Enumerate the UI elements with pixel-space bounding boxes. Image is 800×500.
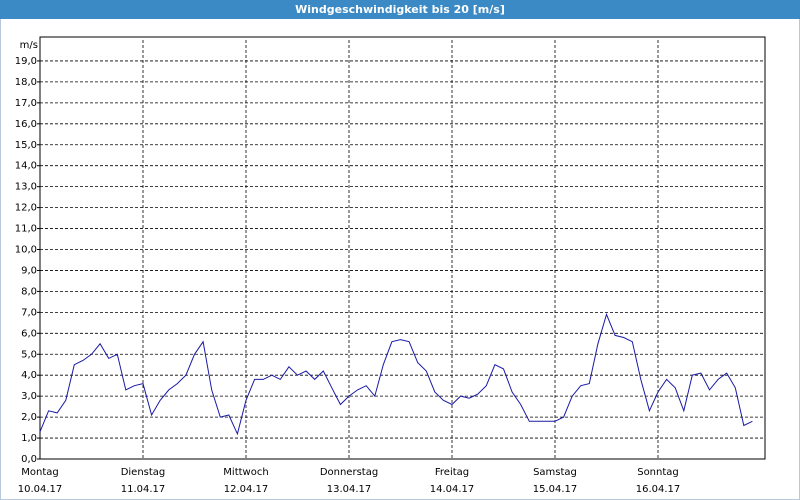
y-tick-label: 15,0 bbox=[15, 140, 37, 151]
y-tick-label: 10,0 bbox=[15, 245, 37, 256]
x-date-label: 11.04.17 bbox=[121, 484, 166, 495]
x-date-label: 15.04.17 bbox=[533, 484, 578, 495]
x-tick-label: Montag bbox=[21, 467, 58, 478]
x-tick-label: Dienstag bbox=[121, 467, 166, 478]
y-tick-label: 13,0 bbox=[15, 182, 37, 193]
x-tick-label: Freitag bbox=[435, 467, 469, 478]
y-tick-label: 11,0 bbox=[15, 224, 37, 235]
x-date-label: 13.04.17 bbox=[327, 484, 372, 495]
y-tick-label: 19,0 bbox=[15, 56, 37, 67]
x-date-label: 14.04.17 bbox=[430, 484, 475, 495]
y-tick-label: 9,0 bbox=[21, 265, 37, 276]
y-axis-label: m/s bbox=[20, 40, 38, 51]
y-tick-label: 3,0 bbox=[21, 391, 37, 402]
y-tick-label: 0,0 bbox=[21, 454, 37, 465]
title-bar bbox=[0, 0, 800, 19]
y-tick-label: 14,0 bbox=[15, 161, 37, 172]
y-tick-label: 18,0 bbox=[15, 77, 37, 88]
x-tick-label: Mittwoch bbox=[223, 467, 268, 478]
y-tick-label: 17,0 bbox=[15, 98, 37, 109]
x-tick-label: Samstag bbox=[533, 467, 577, 478]
x-date-label: 12.04.17 bbox=[224, 484, 269, 495]
wind-speed-line bbox=[39, 312, 753, 436]
y-tick-label: 5,0 bbox=[21, 349, 37, 360]
chart-title: Windgeschwindigkeit bis 20 [m/s] bbox=[295, 3, 505, 16]
y-tick-label: 8,0 bbox=[21, 286, 37, 297]
y-tick-label: 12,0 bbox=[15, 203, 37, 214]
y-tick-label: 16,0 bbox=[15, 119, 37, 130]
y-tick-label: 4,0 bbox=[21, 370, 37, 381]
x-date-label: 16.04.17 bbox=[636, 484, 681, 495]
x-tick-label: Sonntag bbox=[637, 467, 679, 478]
plot-frame bbox=[39, 36, 766, 460]
x-date-label: 10.04.17 bbox=[18, 484, 63, 495]
y-tick-label: 2,0 bbox=[21, 412, 37, 423]
y-tick-label: 6,0 bbox=[21, 328, 37, 339]
y-tick-label: 7,0 bbox=[21, 307, 37, 318]
y-tick-label: 1,0 bbox=[21, 433, 37, 444]
x-tick-label: Donnerstag bbox=[320, 467, 378, 478]
